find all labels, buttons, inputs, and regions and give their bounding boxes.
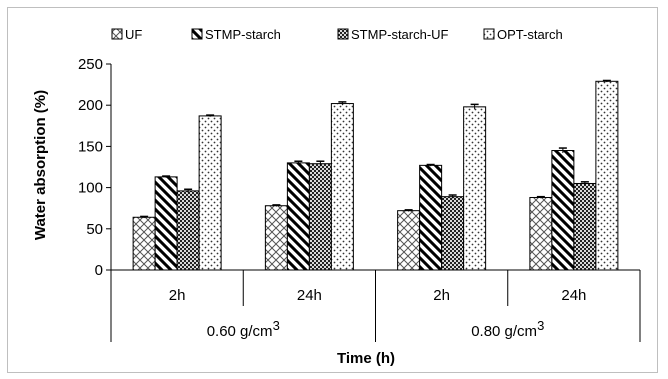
bar-uf: [529, 196, 553, 271]
y-tick-label: 250: [78, 56, 103, 73]
bar-stmp-starch: [419, 164, 443, 271]
y-tick-label: 150: [78, 138, 103, 155]
x-group-label-text: 0.80 g/cm: [471, 323, 537, 340]
x-category-label: 24h: [561, 287, 586, 304]
bar-uf: [397, 210, 421, 271]
x-category-label: 24h: [297, 287, 322, 304]
x-group-label: 0.80 g/cm3: [471, 318, 544, 340]
bar-stmp-starch: [154, 176, 178, 271]
x-category-label: 2h: [169, 287, 186, 304]
legend-label: UF: [125, 27, 142, 42]
bar-opt-starch: [463, 106, 487, 271]
y-tick-label: 100: [78, 180, 103, 197]
legend-swatch: [191, 28, 203, 40]
bar-opt-starch: [595, 80, 619, 271]
x-group-label-superscript: 3: [273, 318, 280, 333]
x-axis-title: Time (h): [337, 350, 395, 367]
y-tick-label: 50: [86, 221, 103, 238]
bar-stmp-starch: [551, 150, 575, 271]
legend-label: OPT-starch: [497, 27, 563, 42]
legend: UF STMP-starch STMP-starch-UF OPT-starch: [111, 27, 563, 42]
bars: [132, 79, 619, 271]
x-category-label: 2h: [433, 287, 450, 304]
legend-swatch: [337, 28, 349, 40]
legend-swatch: [111, 28, 123, 40]
bar-uf: [132, 216, 156, 271]
y-axis-title: Water absorption (%): [32, 90, 49, 240]
bar-opt-starch: [198, 115, 222, 271]
bar-stmp-starch-uf: [176, 190, 200, 271]
y-axis: 0 50 100 150 200 250: [78, 56, 112, 279]
y-tick-label: 0: [95, 262, 103, 279]
legend-swatch: [483, 28, 495, 40]
legend-label: STMP-starch: [205, 27, 281, 42]
bar-stmp-starch-uf: [573, 182, 597, 271]
bar-stmp-starch-uf: [308, 163, 332, 271]
bar-stmp-starch: [286, 162, 310, 271]
x-group-label: 0.60 g/cm3: [207, 318, 280, 340]
x-group-label-superscript: 3: [537, 318, 544, 333]
bar-stmp-starch-uf: [441, 196, 465, 271]
bar-uf: [264, 205, 288, 271]
bar-opt-starch: [330, 103, 354, 271]
x-group-label-text: 0.60 g/cm: [207, 323, 273, 340]
legend-label: STMP-starch-UF: [351, 27, 449, 42]
y-tick-label: 200: [78, 97, 103, 114]
